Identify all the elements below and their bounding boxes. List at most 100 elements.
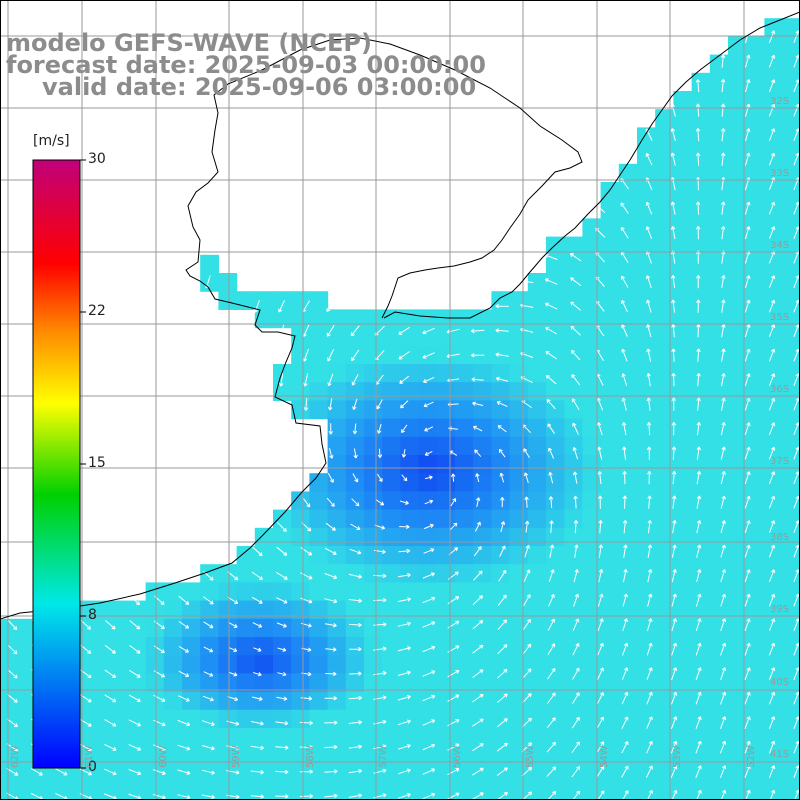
valid-date: valid date: 2025-09-06 03:00:00 [42,73,477,101]
wind-field-cell [254,582,274,602]
wind-arrow [768,618,776,631]
wind-field-cell [291,764,310,784]
wind-arrow [472,694,484,703]
wind-field-cell [400,455,420,474]
wind-field-cell [364,382,383,401]
wind-arrow [397,768,411,775]
wind-field-cell [546,764,565,784]
wind-field-cell [91,782,110,800]
wind-field-cell [364,491,383,511]
wind-speed-field [0,18,800,800]
wind-arrow [720,495,726,509]
wind-field-cell [655,618,674,638]
wind-field-cell [400,600,420,620]
wind-field-cell [728,400,747,420]
wind-arrow [646,372,651,387]
wind-field-cell [273,527,292,547]
wind-field-cell [327,564,347,583]
lon-label: 61W [84,745,95,768]
wind-field-cell [527,673,547,693]
wind-arrow [744,152,751,166]
wind-arrow [745,789,751,800]
lat-label: 41S [770,749,790,760]
wind-field-cell [436,764,456,784]
wind-field-cell [673,436,693,456]
wind-field-cell [582,364,602,383]
lat-label: 35S [770,312,790,323]
wind-field-cell [527,418,547,438]
wind-arrow [226,794,240,799]
wind-field-cell [728,345,747,365]
wind-field-cell [109,764,128,784]
wind-field-cell [400,728,420,747]
wind-field-cell [782,163,800,183]
wind-arrow [472,620,484,630]
wind-arrow [573,569,579,583]
wind-field-cell [455,673,474,693]
wind-arrow [497,594,507,606]
wind-field-cell [691,382,711,401]
wind-field-cell [618,291,638,310]
wind-arrow [500,496,505,508]
lat-label: 37S [770,456,790,467]
wind-arrow [768,275,776,288]
lon-label: 55W [525,745,536,768]
wind-field-cell [473,600,492,620]
wind-field-cell [291,582,310,602]
wind-field-cell [309,582,329,602]
wind-field-cell [364,436,383,456]
wind-field-cell [728,618,747,638]
wind-arrow [621,275,629,288]
wind-field-cell [491,691,511,711]
wind-field-cell [655,163,674,183]
wind-arrow [720,691,727,705]
wind-field-cell [345,764,365,784]
wind-field-cell [764,564,784,583]
wind-field-cell [18,691,37,711]
wind-arrow [768,30,776,43]
wind-field-cell [764,491,784,511]
wind-field-cell [564,709,583,729]
wind-field-cell [273,782,292,800]
wind-field-cell [273,564,292,583]
wind-field-cell [18,618,37,638]
wind-arrow [768,740,776,754]
wind-field-cell [218,564,238,583]
wind-arrow [720,789,727,800]
wind-arrow [721,348,726,362]
wind-field-cell [673,182,693,201]
wind-field-cell [200,764,219,784]
wind-field-cell [655,309,674,329]
wind-field-cell [673,473,693,492]
wind-field-cell [600,200,620,219]
wind-field-cell [163,709,183,729]
wind-arrow [276,521,287,532]
wind-arrow [695,765,702,778]
wind-field-cell [254,746,274,765]
wind-field-cell [527,436,547,456]
wind-arrow [522,643,532,655]
lon-label: 54W [599,745,610,768]
wind-field-cell [546,455,565,474]
wind-field-cell [236,691,256,711]
wind-arrow [521,742,532,753]
wind-arrow [671,422,677,436]
wind-arrow [620,226,629,239]
wind-field-cell [655,418,674,438]
colorbar-gradient [32,159,81,769]
wind-field-cell [600,600,620,620]
wind-field-cell [273,509,292,529]
wind-arrow [496,693,508,703]
wind-arrow [695,226,701,240]
wind-field-cell [145,618,165,638]
wind-arrow [324,598,338,604]
wind-field-cell [109,691,128,711]
wind-field-cell [418,382,438,401]
wind-arrow [424,475,433,480]
wind-arrow [597,593,604,607]
wind-arrow [324,623,337,628]
wind-arrow [397,695,411,701]
wind-field-cell [546,364,565,383]
wind-field-cell [109,637,128,656]
wind-arrow [250,770,264,775]
